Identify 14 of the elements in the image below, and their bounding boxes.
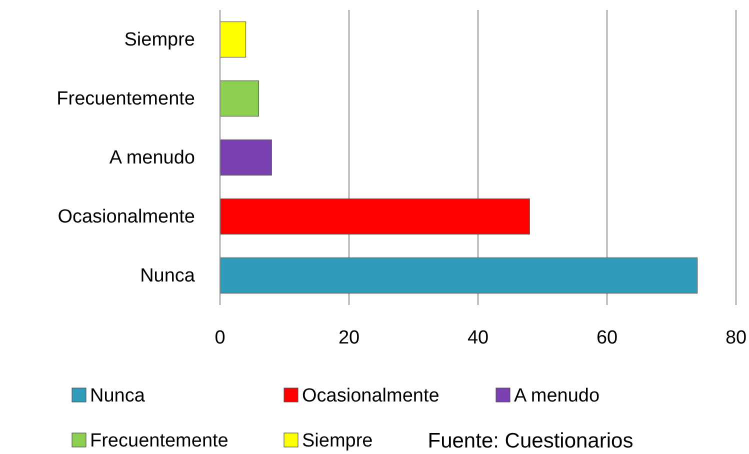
- y-tick-label: A menudo: [109, 148, 195, 169]
- source-note: Fuente: Cuestionarios: [428, 429, 634, 452]
- legend-label: A menudo: [514, 386, 600, 407]
- x-tick-label: 40: [467, 327, 489, 348]
- y-tick-label: Frecuentemente: [56, 88, 195, 110]
- x-tick-label: 80: [725, 327, 747, 348]
- x-tick-label: 20: [338, 327, 360, 348]
- y-tick-label: Nunca: [140, 266, 196, 287]
- x-tick-label: 60: [596, 327, 618, 348]
- legend-label: Siempre: [302, 430, 373, 452]
- y-tick-label: Siempre: [124, 30, 195, 51]
- y-tick-label: Ocasionalmente: [58, 206, 195, 228]
- legend-label: Ocasionalmente: [302, 386, 440, 407]
- x-tick-label: 0: [214, 327, 226, 348]
